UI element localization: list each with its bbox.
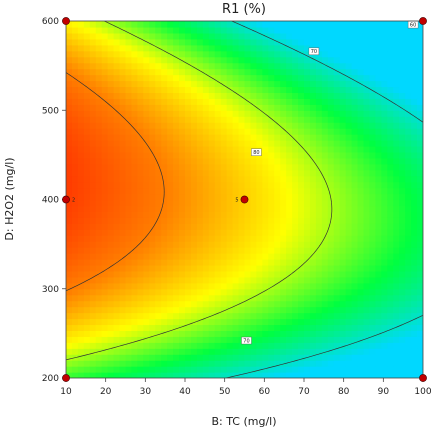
contour-line-70 bbox=[66, 21, 333, 361]
x-tick-label: 70 bbox=[298, 387, 310, 397]
design-point bbox=[62, 195, 70, 204]
x-tick-label: 100 bbox=[414, 387, 431, 397]
response-surface-fill bbox=[66, 21, 423, 378]
x-tick-label: 60 bbox=[259, 387, 271, 397]
x-tick-label: 50 bbox=[219, 387, 231, 397]
design-point bbox=[419, 17, 427, 25]
contour-label-box bbox=[251, 148, 262, 156]
y-tick-label: 600 bbox=[42, 17, 59, 27]
design-point-label: 2 bbox=[72, 198, 75, 204]
design-point bbox=[62, 17, 70, 25]
y-tick-label: 400 bbox=[42, 196, 59, 206]
x-tick-label: 90 bbox=[378, 387, 390, 397]
contour-label: 70 bbox=[311, 49, 317, 55]
design-point bbox=[419, 374, 427, 382]
y-tick-label: 500 bbox=[42, 106, 59, 116]
x-tick-label: 10 bbox=[60, 387, 72, 397]
x-tick-label: 20 bbox=[100, 387, 112, 397]
contour-line-80 bbox=[66, 72, 165, 292]
y-tick-label: 200 bbox=[42, 374, 59, 384]
x-tick-label: 80 bbox=[338, 387, 350, 397]
design-point-label: 5 bbox=[235, 198, 238, 204]
chart-title: R1 (%) bbox=[222, 2, 266, 17]
y-tick-label: 300 bbox=[42, 285, 59, 295]
x-axis-title: B: TC (mg/l) bbox=[211, 415, 276, 428]
contour-label-box bbox=[241, 336, 252, 345]
x-axis: 10 20 30 40 50 60 70 80 90 100 bbox=[60, 378, 432, 397]
contour-label-box bbox=[308, 47, 320, 56]
y-axis-title: D: H2O2 (mg/l) bbox=[3, 157, 16, 240]
contour-label: 80 bbox=[253, 150, 259, 156]
contour-label: 70 bbox=[243, 338, 249, 344]
x-tick-label: 40 bbox=[179, 387, 191, 397]
x-tick-label: 30 bbox=[140, 387, 152, 397]
design-point bbox=[240, 195, 249, 204]
contour-lines bbox=[66, 21, 423, 378]
design-point bbox=[62, 374, 70, 382]
contour-label: 60 bbox=[410, 22, 416, 28]
